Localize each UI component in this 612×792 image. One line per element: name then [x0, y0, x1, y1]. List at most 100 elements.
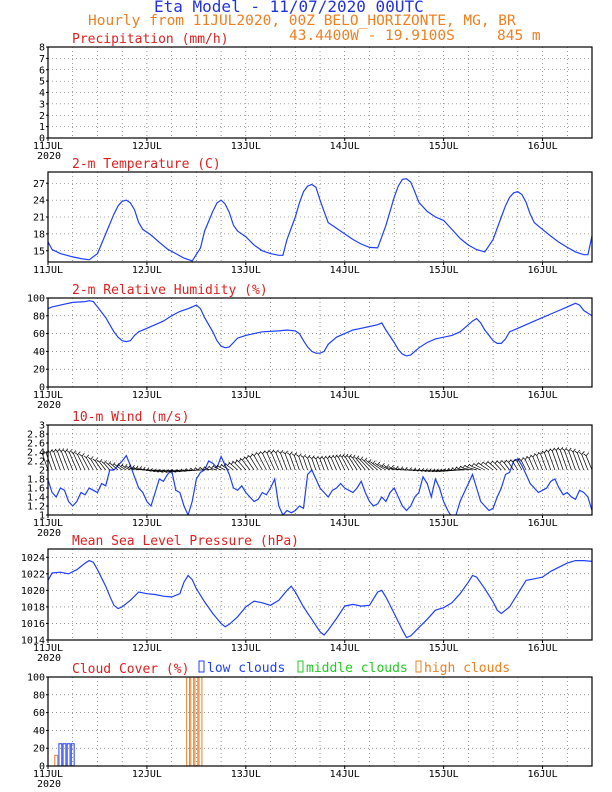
wind-arrow-head [440, 468, 446, 472]
wind-arrow [377, 464, 387, 471]
precipitation-x-tick-label: 11JUL [33, 141, 63, 152]
precipitation-y-tick-label: 0 [39, 134, 45, 145]
wind-arrow-head [118, 463, 124, 467]
cloud-cover-x-tick-label: 14JUL [330, 769, 360, 780]
wind-arrow-head [365, 459, 372, 463]
wind-arrow-head [553, 447, 560, 451]
wind-arrow [73, 453, 82, 471]
wind-arrow-head [51, 448, 57, 453]
temperature-x-tick-label: 15JUL [429, 265, 459, 276]
temperature-y-tick-label: 21 [33, 213, 45, 224]
wind-arrow-head [464, 463, 470, 468]
station-elevation: 845 m [497, 28, 541, 44]
wind-arrow-head [54, 448, 61, 452]
wind-arrow [327, 458, 333, 471]
wind-arrow-head [433, 468, 439, 473]
wind-y-tick-label: 1.8 [27, 475, 45, 486]
precipitation-panel-frame [47, 46, 593, 139]
wind-arrow [323, 458, 329, 471]
wind-arrow-head [328, 454, 335, 459]
wind-arrow [490, 463, 498, 471]
cloud-bar-high [198, 676, 203, 767]
wind-arrow-head [277, 450, 284, 454]
wind-arrow [585, 455, 593, 471]
wind-arrow-head [291, 452, 298, 456]
wind-arrow [223, 466, 230, 471]
wind-arrow [352, 457, 362, 471]
wind-arrow [307, 458, 313, 471]
wind-arrow [271, 452, 280, 471]
wind-arrow-head [501, 459, 508, 464]
temperature-x-tick-label: 14JUL [330, 265, 360, 276]
wind-arrow-head [526, 455, 532, 459]
wind-arrow [99, 461, 106, 471]
wind-y-tick-label: 1 [39, 511, 45, 522]
wind-arrow-head [88, 456, 94, 460]
pressure-y-tick-label: 1022 [21, 569, 45, 580]
cloud-bar-low [58, 743, 63, 767]
wind-arrow [458, 468, 469, 471]
wind-arrow [61, 451, 69, 471]
wind-arrow [57, 451, 65, 471]
wind-arrow [284, 453, 292, 471]
cloud-bar-low [66, 743, 71, 767]
wind-arrow [544, 452, 552, 471]
wind-y-tick-label: 2 [39, 466, 45, 477]
pressure-y-tick-label: 1024 [21, 553, 45, 564]
station-coordinates: 43.4400W - 19.9100S [289, 28, 455, 44]
wind-x-tick-label: 11JUL [33, 518, 63, 529]
wind-y-tick-label: 3 [39, 421, 45, 432]
cloud-cover-panel-frame [47, 676, 593, 767]
wind-arrow [576, 452, 585, 471]
precipitation-x-tick-label: 13JUL [231, 141, 261, 152]
legend-label-middle: middle clouds [306, 661, 408, 676]
wind-arrow-head [181, 468, 187, 472]
wind-arrow [372, 463, 383, 471]
pressure-x-tick-label: 16JUL [527, 643, 557, 654]
wind-arrow [503, 462, 510, 471]
wind-arrow-head [296, 453, 302, 457]
wind-arrow-head [282, 450, 288, 455]
wind-arrow [480, 464, 490, 471]
temperature-y-tick-label: 15 [33, 246, 45, 257]
wind-arrow [462, 467, 473, 471]
cloud-cover-y-tick-label: 20 [33, 744, 45, 755]
wind-arrow-head [379, 463, 385, 467]
precipitation-x-tick-label: 16JUL [527, 141, 557, 152]
pressure-y-tick-label: 1018 [21, 602, 45, 613]
wind-arrow-head [155, 468, 161, 473]
wind-arrow [258, 454, 267, 471]
wind-arrow [508, 462, 514, 471]
humidity-panel-title: 2-m Relative Humidity (%) [72, 283, 268, 298]
wind-arrow-head [167, 469, 174, 473]
wind-arrow-head [478, 461, 484, 466]
wind-arrow-head [487, 460, 494, 465]
temperature-x-tick-label: 16JUL [527, 265, 557, 276]
cloud-bar-low [70, 743, 75, 767]
wind-arrow-head [79, 452, 85, 457]
cloud-cover-x-tick-label: 12JUL [132, 769, 162, 780]
wind-arrow [547, 451, 556, 471]
wind-arrow [572, 451, 580, 471]
cloud-cover-y-tick-label: 100 [27, 673, 45, 684]
wind-arrow [116, 465, 123, 471]
cloud-bar-high [186, 676, 191, 767]
wind-arrow-head [172, 468, 178, 473]
temperature-series-line [48, 178, 592, 262]
temperature-x-tick-label: 13JUL [231, 265, 261, 276]
wind-y-tick-label: 1.6 [27, 484, 45, 495]
pressure-y-tick-label: 1014 [21, 636, 45, 647]
wind-arrow-head [444, 467, 450, 472]
humidity-x-tick-label: 11JUL [33, 390, 63, 401]
wind-arrow-head [247, 453, 253, 458]
wind-arrow-head [361, 457, 368, 462]
wind-arrow [45, 453, 53, 471]
pressure-panel-title: Mean Sea Level Pressure (hPa) [72, 534, 299, 549]
humidity-x-tick-label: 12JUL [132, 390, 162, 401]
wind-arrow-head [357, 456, 364, 461]
humidity-x-tick-label: 15JUL [429, 390, 459, 401]
wind-arrow [560, 450, 568, 471]
wind-arrow [348, 457, 358, 471]
wind-arrow-head [96, 458, 103, 463]
